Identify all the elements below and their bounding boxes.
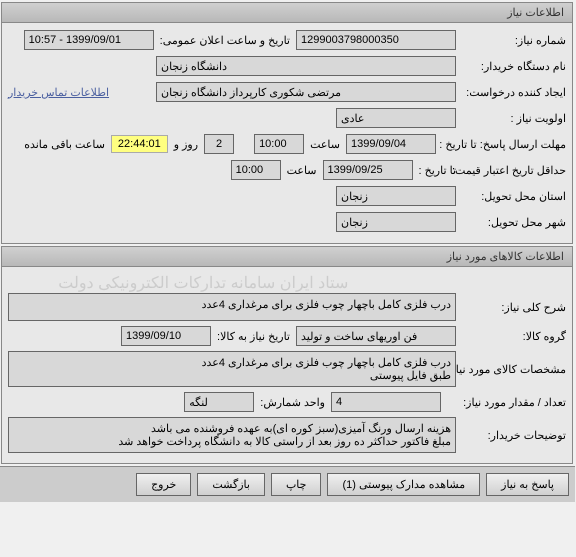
deadline-label: مهلت ارسال پاسخ: تا تاریخ : bbox=[437, 138, 567, 151]
buyer-notes-label: توضیحات خریدار: bbox=[457, 429, 567, 442]
qty-value: 4 bbox=[332, 392, 442, 412]
desc-value: درب فلزی کامل باچهار چوب فلزی برای مرغدا… bbox=[9, 293, 457, 321]
exit-button[interactable]: خروج bbox=[137, 473, 192, 496]
min-validity-time: 10:00 bbox=[232, 160, 282, 180]
deadline-time: 10:00 bbox=[255, 134, 305, 154]
deliver-province-value: زنجان bbox=[337, 186, 457, 206]
announce-label: تاریخ و ساعت اعلان عمومی: bbox=[155, 34, 297, 47]
unit-label: واحد شمارش: bbox=[255, 396, 332, 409]
buyer-org-value: دانشگاه زنجان bbox=[157, 56, 457, 76]
respond-button[interactable]: پاسخ به نیاز bbox=[487, 473, 570, 496]
desc-label: شرح کلی نیاز: bbox=[457, 301, 567, 314]
goods-info-body: ستاد ایران سامانه تدارکات الکترونیکی دول… bbox=[3, 267, 573, 463]
min-validity-date: 1399/09/25 bbox=[324, 160, 414, 180]
need-date-value: 1399/09/10 bbox=[122, 326, 212, 346]
goods-info-header: اطلاعات کالاهای مورد نیاز bbox=[3, 247, 573, 267]
need-info-panel: اطلاعات نیاز شماره نیاز: 129900379800035… bbox=[2, 2, 574, 244]
qty-label: تعداد / مقدار مورد نیاز: bbox=[442, 396, 567, 409]
footer-bar: پاسخ به نیاز مشاهده مدارک پیوستی (1) چاپ… bbox=[0, 466, 576, 502]
creator-label: ایجاد کننده درخواست: bbox=[457, 86, 567, 99]
spec-label: مشخصات کالای مورد نیاز: bbox=[457, 363, 567, 376]
deliver-city-value: زنجان bbox=[337, 212, 457, 232]
creator-value: مرتضی شکوری کارپرداز دانشگاه زنجان bbox=[157, 82, 457, 102]
need-info-header: اطلاعات نیاز bbox=[3, 3, 573, 23]
priority-label: اولویت نیاز : bbox=[457, 112, 567, 125]
remain-label: ساعت باقی مانده bbox=[19, 138, 112, 151]
back-button[interactable]: بازگشت bbox=[198, 473, 266, 496]
print-button[interactable]: چاپ bbox=[272, 473, 323, 496]
countdown-timer: 22:44:01 bbox=[112, 135, 169, 153]
priority-value: عادی bbox=[337, 108, 457, 128]
goods-info-panel: اطلاعات کالاهای مورد نیاز ستاد ایران سام… bbox=[2, 246, 574, 464]
group-label: گروه کالا: bbox=[457, 330, 567, 343]
unit-value: لنگه bbox=[185, 392, 255, 412]
need-no-label: شماره نیاز: bbox=[457, 34, 567, 47]
buyer-notes-value: هزینه ارسال ورنگ آمیزی(سبز کوره ای)به عه… bbox=[9, 417, 457, 453]
min-validity-label: حداقل تاریخ اعتبار قیمت: bbox=[457, 164, 567, 177]
deliver-province-label: استان محل تحویل: bbox=[457, 190, 567, 203]
watermark-text: ستاد ایران سامانه تدارکات الکترونیکی دول… bbox=[0, 273, 483, 293]
need-no-value: 1299003798000350 bbox=[297, 30, 457, 50]
days-value: 2 bbox=[205, 134, 235, 154]
need-info-body: شماره نیاز: 1299003798000350 تاریخ و ساع… bbox=[3, 23, 573, 243]
group-value: فن اوریهای ساخت و تولید bbox=[297, 326, 457, 346]
deadline-time-label: ساعت bbox=[305, 138, 347, 151]
min-validity-time-label: ساعت bbox=[282, 164, 324, 177]
deliver-city-label: شهر محل تحویل: bbox=[457, 216, 567, 229]
need-date-label: تاریخ نیاز به کالا: bbox=[212, 330, 297, 343]
contact-link[interactable]: اطلاعات تماس خریدار bbox=[9, 86, 110, 99]
deadline-date: 1399/09/04 bbox=[347, 134, 437, 154]
announce-value: 1399/09/01 - 10:57 bbox=[25, 30, 155, 50]
attachments-button[interactable]: مشاهده مدارک پیوستی (1) bbox=[328, 473, 481, 496]
buyer-org-label: نام دستگاه خریدار: bbox=[457, 60, 567, 73]
until-label: تا تاریخ : bbox=[414, 164, 457, 177]
days-label: روز و bbox=[169, 138, 205, 151]
spec-value: درب فلزی کامل باچهار چوب فلزی برای مرغدا… bbox=[9, 351, 457, 387]
